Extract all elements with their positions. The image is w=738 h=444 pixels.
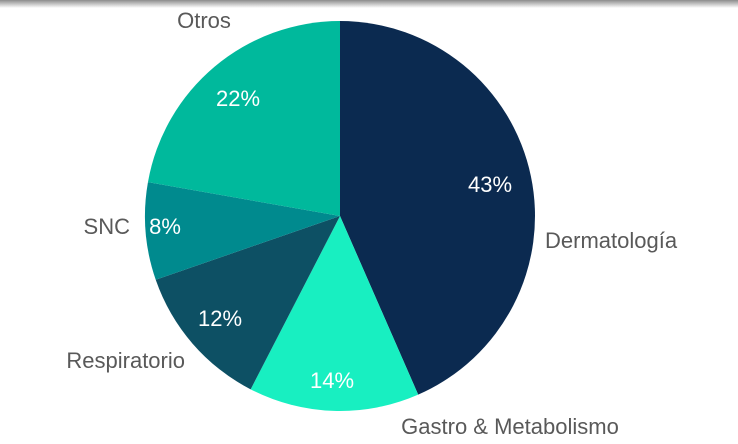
pie-slice <box>340 21 536 395</box>
pie-slice <box>147 21 340 216</box>
category-label: Otros <box>177 8 231 33</box>
category-label: SNC <box>84 214 131 239</box>
slice-label: 14% <box>310 368 354 393</box>
category-label: Dermatología <box>545 228 678 253</box>
top-shadow <box>0 0 738 8</box>
slice-label: 22% <box>216 86 260 111</box>
pie-slice <box>145 182 340 280</box>
slice-label: 43% <box>468 172 512 197</box>
category-label: Respiratorio <box>66 348 185 373</box>
category-label: Gastro & Metabolismo <box>401 414 619 439</box>
pie-slice <box>155 216 340 390</box>
slice-label: 8% <box>149 214 181 239</box>
pie-slice <box>250 216 419 411</box>
slice-label: 12% <box>198 306 242 331</box>
